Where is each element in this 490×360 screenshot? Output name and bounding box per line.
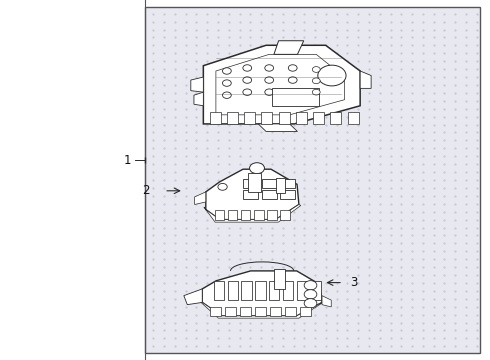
- Bar: [243, 190, 258, 199]
- Polygon shape: [200, 302, 324, 318]
- Bar: [210, 307, 221, 316]
- Bar: [225, 307, 236, 316]
- Bar: [330, 112, 342, 124]
- Bar: [215, 210, 224, 220]
- Bar: [285, 307, 295, 316]
- Bar: [227, 112, 238, 124]
- Text: 2: 2: [142, 184, 149, 197]
- Bar: [240, 307, 250, 316]
- Circle shape: [243, 65, 252, 71]
- Bar: [255, 307, 266, 316]
- Circle shape: [304, 299, 317, 308]
- Text: 3: 3: [350, 276, 358, 289]
- Bar: [269, 281, 279, 300]
- Polygon shape: [202, 271, 322, 316]
- Bar: [283, 281, 293, 300]
- Bar: [347, 112, 359, 124]
- Bar: [261, 112, 272, 124]
- Bar: [313, 112, 324, 124]
- Bar: [214, 281, 224, 300]
- Bar: [262, 179, 276, 188]
- Circle shape: [265, 65, 273, 71]
- Bar: [210, 112, 220, 124]
- Circle shape: [218, 183, 227, 190]
- Bar: [242, 281, 252, 300]
- Circle shape: [318, 65, 346, 86]
- Polygon shape: [203, 45, 360, 124]
- Bar: [280, 210, 290, 220]
- Circle shape: [265, 89, 273, 95]
- Circle shape: [312, 67, 320, 72]
- Circle shape: [304, 290, 317, 299]
- Bar: [311, 281, 321, 300]
- Polygon shape: [322, 296, 331, 307]
- Bar: [241, 210, 250, 220]
- Polygon shape: [274, 41, 304, 54]
- Bar: [270, 307, 281, 316]
- Circle shape: [222, 92, 231, 98]
- Text: 1: 1: [124, 154, 131, 167]
- Bar: [279, 112, 290, 124]
- Polygon shape: [204, 204, 301, 222]
- Polygon shape: [195, 192, 206, 204]
- Circle shape: [312, 89, 320, 95]
- Bar: [280, 179, 295, 188]
- Bar: [243, 179, 258, 188]
- Bar: [273, 269, 285, 289]
- Bar: [296, 112, 307, 124]
- Circle shape: [265, 77, 273, 83]
- Bar: [254, 210, 264, 220]
- Bar: [272, 87, 319, 106]
- Polygon shape: [184, 289, 202, 305]
- Bar: [244, 112, 255, 124]
- Circle shape: [222, 68, 231, 74]
- Circle shape: [304, 281, 317, 290]
- Polygon shape: [206, 169, 299, 220]
- Bar: [145, 7, 480, 353]
- Polygon shape: [258, 124, 297, 131]
- Polygon shape: [360, 71, 371, 88]
- Circle shape: [249, 163, 265, 174]
- Polygon shape: [194, 92, 203, 106]
- Bar: [275, 178, 285, 193]
- Circle shape: [288, 65, 297, 71]
- Circle shape: [312, 78, 320, 84]
- Circle shape: [243, 89, 252, 95]
- Circle shape: [288, 77, 297, 83]
- Bar: [300, 307, 311, 316]
- Bar: [262, 190, 276, 199]
- Polygon shape: [191, 77, 203, 92]
- Bar: [255, 281, 266, 300]
- Bar: [227, 281, 238, 300]
- Circle shape: [243, 77, 252, 83]
- Bar: [280, 190, 295, 199]
- Bar: [267, 210, 276, 220]
- Circle shape: [222, 80, 231, 86]
- Bar: [228, 210, 238, 220]
- Bar: [248, 173, 261, 192]
- Bar: [297, 281, 307, 300]
